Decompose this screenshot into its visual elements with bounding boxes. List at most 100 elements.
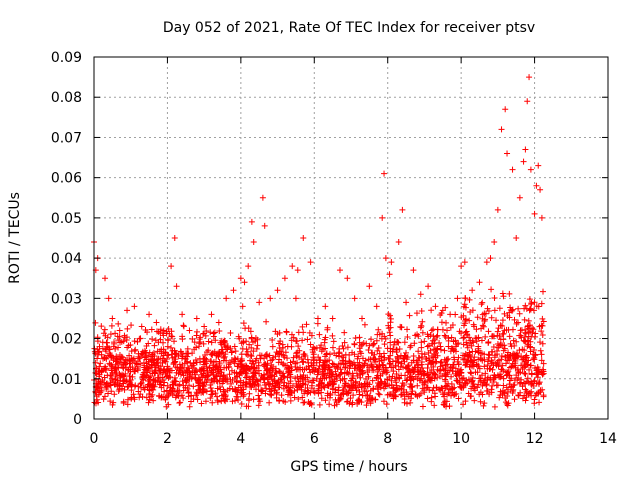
scatter-point <box>474 314 481 321</box>
data-point <box>179 311 186 318</box>
scatter-point <box>518 362 525 369</box>
scatter-point <box>471 323 478 330</box>
scatter-point <box>522 354 529 361</box>
scatter-point <box>447 385 454 392</box>
scatter-point <box>488 286 495 293</box>
scatter-point <box>280 352 287 359</box>
scatter-point <box>437 367 444 374</box>
scatter-point <box>485 307 492 314</box>
scatter-point <box>521 338 528 345</box>
scatter-point <box>114 333 121 340</box>
data-point <box>336 267 343 274</box>
scatter-point <box>261 355 268 362</box>
scatter-point <box>375 326 382 333</box>
scatter-point <box>254 381 261 388</box>
scatter-point <box>148 393 155 400</box>
scatter-point <box>194 396 201 403</box>
scatter-point <box>438 319 445 326</box>
scatter-point <box>482 333 489 340</box>
scatter-point <box>226 385 233 392</box>
scatter-point <box>482 310 489 317</box>
y-tick-label: 0.05 <box>51 211 82 227</box>
scatter-point <box>120 399 127 406</box>
scatter-point <box>446 403 453 410</box>
scatter-point <box>372 356 379 363</box>
scatter-point <box>526 296 533 303</box>
scatter-point <box>216 377 223 384</box>
scatter-point <box>499 317 506 324</box>
scatter-point <box>366 392 373 399</box>
scatter-point <box>469 374 476 381</box>
scatter-point <box>500 347 507 354</box>
scatter-point <box>507 340 514 347</box>
scatter-point <box>225 364 232 371</box>
scatter-point <box>156 348 163 355</box>
scatter-point <box>292 338 299 345</box>
scatter-point <box>275 377 282 384</box>
scatter-point <box>146 387 153 394</box>
scatter-point <box>496 361 503 368</box>
data-point <box>520 158 527 165</box>
scatter-point <box>479 382 486 389</box>
scatter-point <box>422 355 429 362</box>
scatter-point <box>190 383 197 390</box>
scatter-point <box>389 373 396 380</box>
scatter-point <box>309 377 316 384</box>
scatter-point <box>220 371 227 378</box>
scatter-point <box>166 373 173 380</box>
scatter-point <box>172 358 179 365</box>
scatter-point <box>395 386 402 393</box>
scatter-point <box>395 339 402 346</box>
scatter-point <box>431 402 438 409</box>
scatter-point <box>149 336 156 343</box>
scatter-point <box>368 350 375 357</box>
data-point <box>498 126 505 133</box>
scatter-point <box>385 355 392 362</box>
scatter-point <box>341 375 348 382</box>
scatter-point <box>208 358 215 365</box>
scatter-point <box>462 316 469 323</box>
scatter-point <box>368 336 375 343</box>
scatter-point <box>464 358 471 365</box>
scatter-point <box>474 384 481 391</box>
scatter-point <box>462 304 469 311</box>
scatter-point <box>478 337 485 344</box>
scatter-point <box>355 397 362 404</box>
scatter-point <box>531 354 538 361</box>
scatter-point <box>228 349 235 356</box>
scatter-point <box>538 351 545 358</box>
scatter-point <box>191 339 198 346</box>
data-point <box>386 271 393 278</box>
scatter-point <box>120 365 127 372</box>
scatter-point <box>499 322 506 329</box>
scatter-point <box>470 385 477 392</box>
scatter-point <box>403 400 410 407</box>
scatter-point <box>272 328 279 335</box>
scatter-point <box>503 360 510 367</box>
scatter-point <box>294 359 301 366</box>
scatter-point <box>540 288 547 295</box>
scatter-point <box>273 370 280 377</box>
scatter-point <box>490 344 497 351</box>
scatter-point <box>104 339 111 346</box>
scatter-point <box>123 377 130 384</box>
data-point <box>388 259 395 266</box>
scatter-point <box>115 320 122 327</box>
scatter-point <box>291 387 298 394</box>
scatter-point <box>465 376 472 383</box>
scatter-point <box>302 388 309 395</box>
scatter-point <box>428 327 435 334</box>
scatter-point <box>267 380 274 387</box>
scatter-point <box>316 378 323 385</box>
scatter-point <box>429 340 436 347</box>
scatter-point <box>364 362 371 369</box>
scatter-point <box>366 342 373 349</box>
scatter-point <box>248 335 255 342</box>
data-point <box>329 315 336 322</box>
scatter-point <box>278 392 285 399</box>
scatter-point <box>530 351 537 358</box>
scatter-point <box>503 384 510 391</box>
scatter-point <box>218 392 225 399</box>
scatter-point <box>434 332 441 339</box>
scatter-point <box>268 372 275 379</box>
